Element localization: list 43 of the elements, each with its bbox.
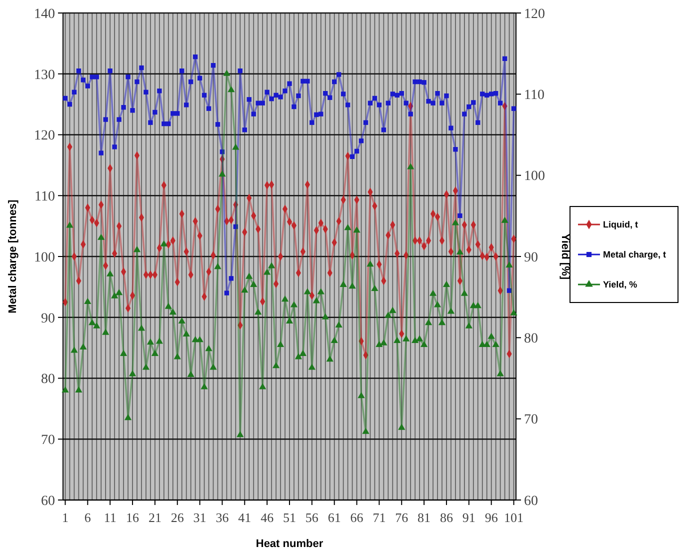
y2-tick-label: 120: [524, 6, 545, 22]
y2-tick-label: 90: [524, 250, 538, 266]
x-tick-label: 56: [305, 510, 319, 525]
x-tick-label: 71: [372, 510, 386, 525]
x-tick-label: 66: [350, 510, 364, 525]
y-tick-label: 120: [34, 128, 55, 144]
x-tick-label: 11: [104, 510, 116, 525]
x-tick-label: 31: [193, 510, 206, 525]
y-tick-label: 90: [41, 311, 55, 326]
legend-label: Liquid, t: [603, 220, 638, 230]
x-tick-label: 41: [238, 510, 252, 525]
y-tick-label: 70: [41, 433, 55, 448]
x-tick-label: 21: [148, 510, 162, 525]
x-tick-label: 96: [484, 510, 498, 525]
y-tick-label: 80: [41, 372, 55, 388]
y-tick-label: 130: [34, 68, 55, 83]
y2-tick-label: 80: [524, 332, 538, 347]
legend-label: Metal charge, t: [603, 250, 666, 260]
y2-tick-label: 100: [524, 169, 545, 184]
y-tick-label: 140: [34, 6, 55, 22]
x-tick-label: 1: [62, 510, 68, 525]
x-tick-label: 91: [462, 510, 476, 525]
x-tick-label: 86: [440, 510, 454, 525]
x-tick-label: 46: [260, 510, 274, 525]
y2-tick-label: 60: [524, 494, 538, 509]
x-tick-label: 51: [283, 510, 296, 525]
x-tick-label: 61: [328, 510, 341, 525]
x-tick-label: 101: [504, 510, 524, 525]
y2-tick-label: 70: [524, 412, 538, 428]
y2-tick-label: 110: [524, 88, 544, 104]
y-tick-label: 60: [41, 494, 55, 509]
x-tick-label: 16: [126, 510, 140, 525]
legend-label: Yield, %: [603, 280, 638, 290]
x-tick-label: 81: [418, 510, 431, 525]
y-tick-label: 110: [34, 190, 55, 205]
x-tick-label: 6: [84, 510, 92, 525]
x-tick-label: 36: [216, 510, 230, 525]
y-axis-title: Metal charge [tonnes]: [7, 199, 19, 314]
x-axis-title: Heat number: [256, 538, 324, 550]
y-tick-label: 100: [34, 250, 55, 266]
y2-axis-title: Yield [%]: [559, 233, 571, 280]
x-tick-label: 26: [170, 510, 184, 525]
x-tick-label: 76: [395, 510, 409, 525]
